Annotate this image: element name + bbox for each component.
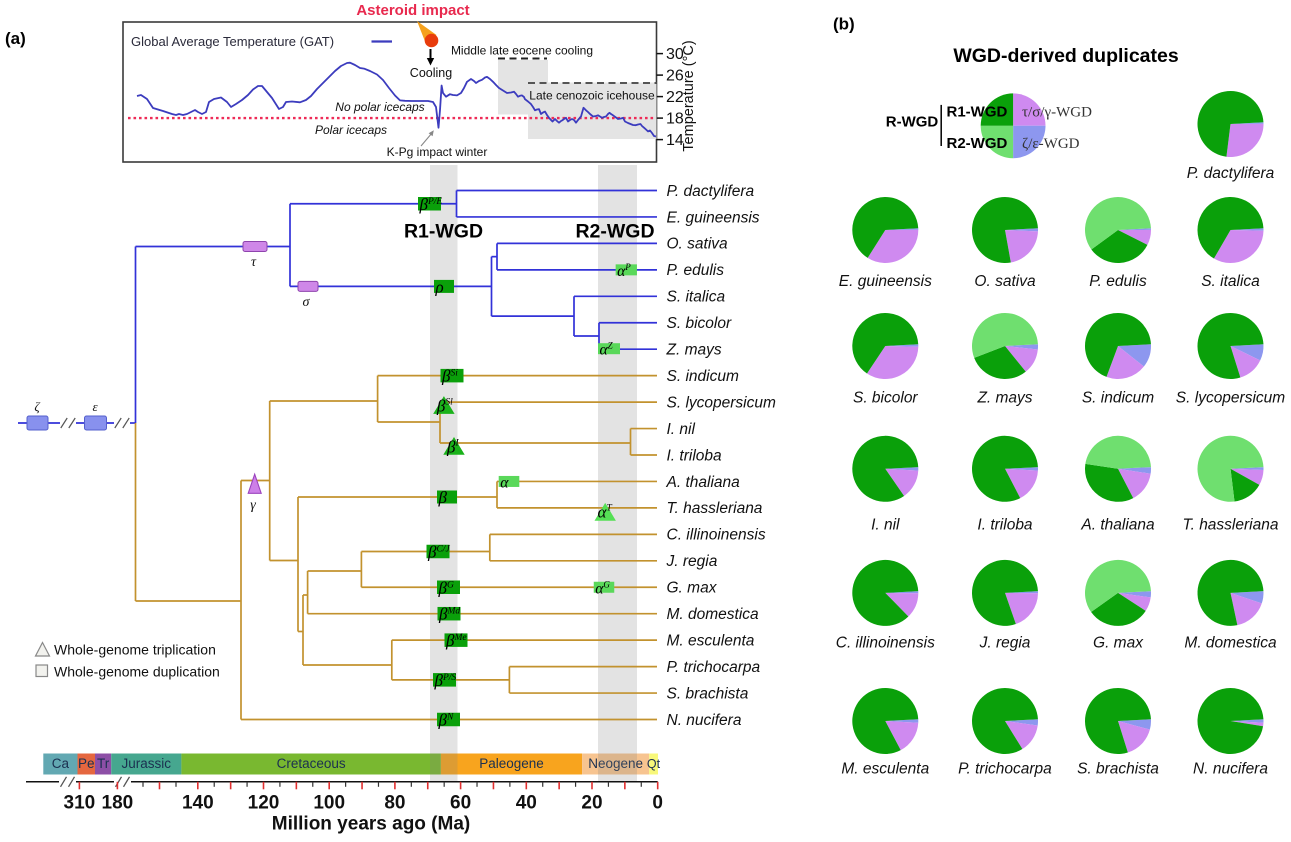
svg-text:310: 310 bbox=[64, 793, 96, 814]
svg-text:ζ: ζ bbox=[34, 399, 40, 414]
svg-text:C. illinoinensis: C. illinoinensis bbox=[836, 635, 935, 652]
svg-text:R-WGD: R-WGD bbox=[886, 114, 939, 131]
svg-text:P. edulis: P. edulis bbox=[1089, 273, 1147, 290]
svg-text:β: β bbox=[438, 488, 448, 507]
svg-text:60: 60 bbox=[450, 793, 471, 814]
svg-text:J. regia: J. regia bbox=[979, 635, 1031, 652]
svg-text:M. esculenta: M. esculenta bbox=[667, 632, 755, 649]
svg-text:P. trichocarpa: P. trichocarpa bbox=[958, 761, 1052, 778]
svg-text:Asteroid impact: Asteroid impact bbox=[356, 2, 469, 19]
svg-text:P. trichocarpa: P. trichocarpa bbox=[667, 659, 761, 676]
svg-text:τ: τ bbox=[251, 255, 257, 270]
svg-text:18: 18 bbox=[666, 111, 684, 128]
svg-text:M. domestica: M. domestica bbox=[1184, 635, 1277, 652]
svg-text:S. italica: S. italica bbox=[667, 289, 726, 306]
svg-text:N. nucifera: N. nucifera bbox=[667, 712, 742, 729]
svg-text:M. domestica: M. domestica bbox=[667, 606, 760, 623]
svg-text:γ: γ bbox=[250, 498, 256, 513]
svg-text:S. indicum: S. indicum bbox=[667, 368, 739, 385]
svg-text:0: 0 bbox=[652, 793, 663, 814]
svg-text:WGD-derived duplicates: WGD-derived duplicates bbox=[953, 45, 1179, 67]
svg-text:30: 30 bbox=[666, 46, 684, 63]
svg-text:M. esculenta: M. esculenta bbox=[841, 761, 929, 778]
svg-text:Cretaceous: Cretaceous bbox=[277, 756, 346, 771]
svg-text:Neogene: Neogene bbox=[588, 756, 643, 771]
svg-text:180: 180 bbox=[102, 793, 134, 814]
svg-text:I. nil: I. nil bbox=[871, 517, 900, 534]
svg-text:S. bicolor: S. bicolor bbox=[667, 315, 732, 332]
svg-text:S. brachista: S. brachista bbox=[667, 685, 749, 702]
svg-text:80: 80 bbox=[384, 793, 405, 814]
svg-text:P. edulis: P. edulis bbox=[667, 262, 725, 279]
svg-text:R2-WGD: R2-WGD bbox=[947, 135, 1008, 152]
svg-text:(a): (a) bbox=[5, 29, 26, 48]
svg-text:(b): (b) bbox=[833, 15, 855, 34]
svg-text:Tr: Tr bbox=[97, 756, 110, 771]
svg-text:Middle late eocene cooling: Middle late eocene cooling bbox=[451, 44, 593, 58]
svg-text:A. thaliana: A. thaliana bbox=[666, 474, 741, 491]
svg-text:K-Pg impact winter: K-Pg impact winter bbox=[387, 145, 488, 159]
svg-text:α: α bbox=[500, 474, 509, 491]
svg-text:P. dactylifera: P. dactylifera bbox=[667, 183, 755, 200]
svg-text:S. lycopersicum: S. lycopersicum bbox=[667, 394, 776, 411]
svg-text:100: 100 bbox=[313, 793, 345, 814]
svg-text:I. triloba: I. triloba bbox=[667, 447, 723, 464]
svg-text:R2-WGD: R2-WGD bbox=[575, 221, 654, 243]
svg-text:N. nucifera: N. nucifera bbox=[1193, 761, 1268, 778]
svg-text:I. triloba: I. triloba bbox=[977, 517, 1033, 534]
svg-text:Z. mays: Z. mays bbox=[666, 342, 722, 359]
svg-text:Paleogene: Paleogene bbox=[479, 756, 544, 771]
svg-text:S. bicolor: S. bicolor bbox=[853, 390, 918, 407]
svg-text:Whole-genome duplication: Whole-genome duplication bbox=[54, 664, 220, 680]
svg-text:No polar icecaps: No polar icecaps bbox=[335, 100, 424, 114]
svg-text:Jurassic: Jurassic bbox=[122, 756, 172, 771]
svg-text:ε: ε bbox=[92, 399, 98, 414]
svg-text:Temperature (°C): Temperature (°C) bbox=[681, 40, 697, 151]
svg-text:P. dactylifera: P. dactylifera bbox=[1187, 165, 1275, 182]
svg-text:Qt: Qt bbox=[647, 757, 661, 771]
svg-text:J. regia: J. regia bbox=[666, 553, 718, 570]
svg-text:Whole-genome triplication: Whole-genome triplication bbox=[54, 642, 216, 658]
svg-text:S. lycopersicum: S. lycopersicum bbox=[1176, 390, 1285, 407]
svg-text:σ: σ bbox=[303, 295, 311, 310]
svg-text:20: 20 bbox=[581, 793, 602, 814]
svg-text:Late cenozoic icehouse: Late cenozoic icehouse bbox=[529, 89, 655, 103]
svg-text:C. illinoinensis: C. illinoinensis bbox=[667, 527, 766, 544]
svg-text:22: 22 bbox=[666, 89, 684, 106]
svg-text:Pe: Pe bbox=[78, 756, 95, 771]
svg-text:T. hassleriana: T. hassleriana bbox=[1183, 517, 1279, 534]
svg-text:40: 40 bbox=[516, 793, 537, 814]
svg-text:G. max: G. max bbox=[667, 580, 718, 597]
svg-text:14: 14 bbox=[666, 132, 684, 149]
svg-text:Cooling: Cooling bbox=[410, 66, 452, 80]
svg-text:E. guineensis: E. guineensis bbox=[667, 209, 760, 226]
svg-text:26: 26 bbox=[666, 68, 684, 85]
svg-text:Polar icecaps: Polar icecaps bbox=[315, 123, 387, 137]
svg-text:S. indicum: S. indicum bbox=[1082, 390, 1154, 407]
svg-text:R1-WGD: R1-WGD bbox=[947, 104, 1008, 121]
svg-text:Million years ago (Ma): Million years ago (Ma) bbox=[272, 814, 470, 835]
svg-text:Ca: Ca bbox=[52, 756, 70, 771]
svg-text:I. nil: I. nil bbox=[667, 421, 696, 438]
svg-text:Global Average Temperature (GA: Global Average Temperature (GAT) bbox=[131, 34, 334, 49]
svg-text:140: 140 bbox=[182, 793, 214, 814]
svg-text:O. sativa: O. sativa bbox=[667, 236, 729, 253]
svg-text:O. sativa: O. sativa bbox=[974, 273, 1036, 290]
svg-text:120: 120 bbox=[248, 793, 280, 814]
svg-text:τ/σ/γ-WGD: τ/σ/γ-WGD bbox=[1022, 105, 1092, 121]
svg-text:A. thaliana: A. thaliana bbox=[1080, 517, 1155, 534]
svg-text:ρ: ρ bbox=[435, 277, 444, 296]
svg-text:S. italica: S. italica bbox=[1201, 273, 1260, 290]
svg-text:E. guineensis: E. guineensis bbox=[839, 273, 932, 290]
svg-text:S. brachista: S. brachista bbox=[1077, 761, 1159, 778]
svg-text:ζ/ε-WGD: ζ/ε-WGD bbox=[1022, 136, 1080, 152]
svg-text:T. hassleriana: T. hassleriana bbox=[667, 500, 763, 517]
svg-text:R1-WGD: R1-WGD bbox=[404, 221, 483, 243]
svg-text:G. max: G. max bbox=[1093, 635, 1144, 652]
svg-text:Z. mays: Z. mays bbox=[976, 390, 1032, 407]
